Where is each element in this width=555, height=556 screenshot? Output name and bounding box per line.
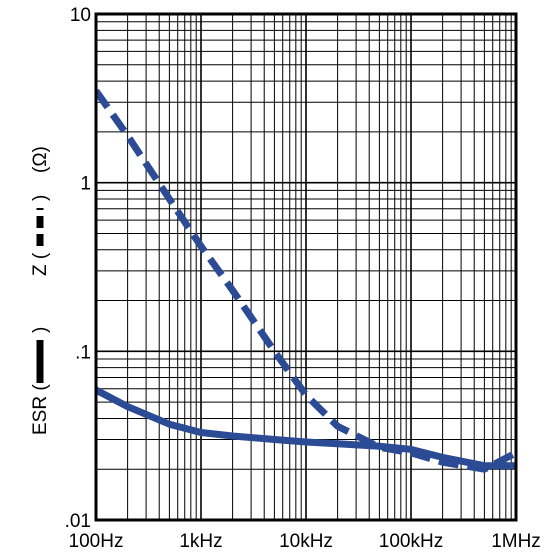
ylabel-esr-close: ) — [30, 327, 51, 333]
x-tick-label: 10kHz — [279, 531, 333, 552]
plot-frame — [94, 12, 518, 522]
y-axis-label: ESR () Z () (Ω) — [30, 146, 51, 435]
ylabel-z-text: Z ( — [30, 252, 51, 276]
x-tick-label: 1kHz — [179, 531, 222, 552]
y-tick-label: 10 — [70, 5, 91, 26]
y-axis-label-group: ESR () Z () (Ω) — [30, 146, 51, 435]
x-tick-label: 100Hz — [69, 531, 124, 552]
y-tick-label: .01 — [65, 511, 91, 532]
ylabel-esr-text: ESR ( — [30, 384, 51, 435]
x-tick-label: 100kHz — [379, 531, 443, 552]
tick-labels: 100Hz 1kHz 10kHz 100kHz 1MHz 10 1 .1 .01 — [65, 5, 541, 552]
ylabel-z-close: ) — [30, 195, 51, 201]
series-line-z — [96, 88, 516, 473]
series-line-esr — [96, 386, 516, 470]
x-tick-label: 1MHz — [491, 531, 541, 552]
ylabel-unit: (Ω) — [30, 146, 51, 173]
grid — [95, 14, 516, 521]
y-tick-label: 1 — [80, 174, 91, 195]
y-tick-label: .1 — [75, 342, 91, 363]
series-layer — [96, 88, 516, 473]
